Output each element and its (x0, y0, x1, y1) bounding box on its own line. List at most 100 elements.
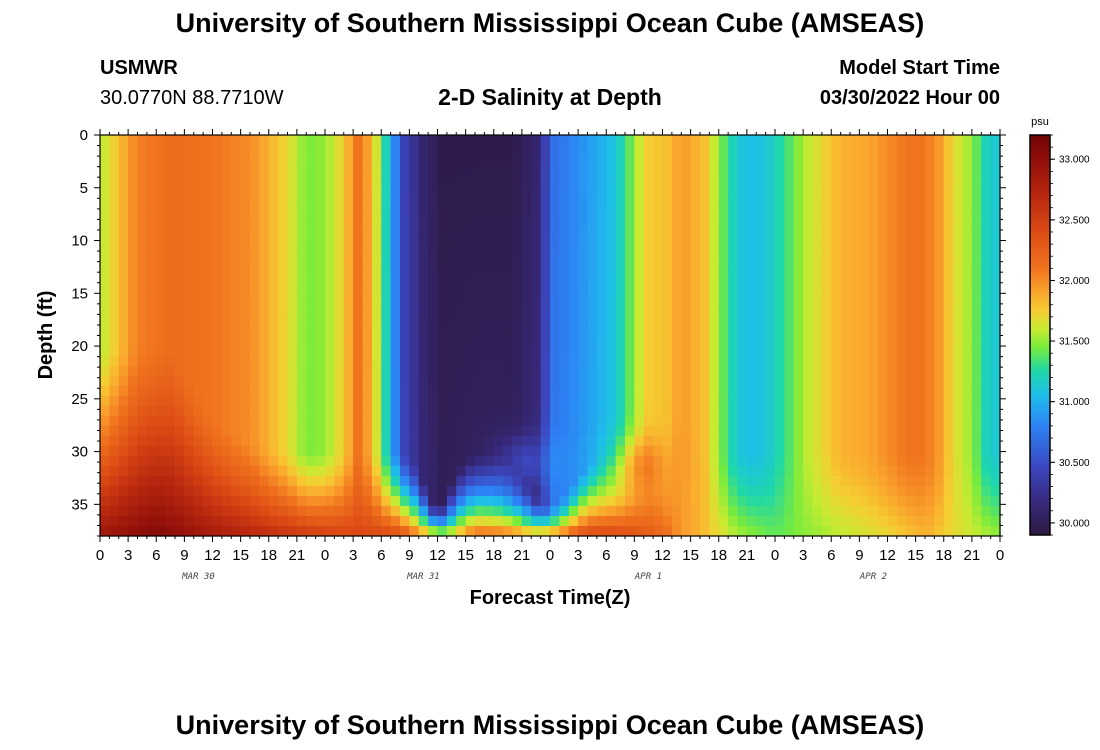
heatmap-cell (456, 425, 467, 437)
heatmap-cell (353, 385, 364, 397)
x-tick-label: 18 (935, 547, 952, 564)
heatmap-cell (465, 295, 476, 307)
heatmap-cell (343, 405, 354, 417)
heatmap-cell (634, 235, 645, 246)
heatmap-cell (306, 345, 317, 357)
heatmap-cell (850, 375, 860, 387)
heatmap-cell (259, 405, 270, 417)
heatmap-cell (840, 205, 851, 216)
heatmap-cell (746, 185, 757, 196)
heatmap-cell (446, 225, 457, 236)
heatmap-cell (296, 445, 307, 457)
colorbar-tick-label: 32.000 (1059, 276, 1090, 287)
heatmap-cell (709, 225, 720, 236)
heatmap-cell (278, 195, 289, 206)
heatmap-cell (887, 495, 898, 507)
heatmap-cell (953, 395, 964, 407)
heatmap-cell (315, 225, 326, 236)
heatmap-cell (934, 225, 945, 236)
heatmap-cell (296, 175, 307, 186)
heatmap-cell (484, 435, 495, 447)
heatmap-cell (962, 305, 973, 317)
heatmap-cell (859, 375, 870, 387)
heatmap-cell (353, 365, 364, 377)
heatmap-cell (728, 525, 739, 537)
heatmap-cell (915, 145, 926, 156)
heatmap-cell (118, 505, 129, 517)
heatmap-cell (175, 265, 185, 276)
heatmap-cell (175, 485, 185, 497)
heatmap-cell (643, 205, 654, 216)
heatmap-cell (718, 515, 729, 527)
heatmap-cell (746, 485, 757, 497)
heatmap-cell (831, 195, 842, 206)
heatmap-cell (428, 255, 439, 266)
heatmap-cell (812, 395, 823, 407)
heatmap-cell (353, 205, 364, 216)
heatmap-cell (728, 485, 739, 497)
heatmap-cell (437, 505, 448, 517)
heatmap-cell (184, 135, 195, 146)
heatmap-cell (437, 255, 448, 266)
heatmap-cell (587, 145, 598, 156)
heatmap-cell (512, 285, 523, 296)
heatmap-cell (962, 255, 973, 266)
heatmap-cell (493, 255, 504, 266)
heatmap-cell (175, 305, 185, 317)
heatmap-cell (390, 355, 401, 367)
heatmap-cell (925, 205, 935, 216)
heatmap-cell (896, 305, 907, 317)
heatmap-cell (709, 295, 720, 307)
heatmap-cell (503, 485, 514, 497)
heatmap-cell (109, 265, 120, 276)
heatmap-cell (278, 425, 289, 437)
heatmap-cell (456, 245, 467, 256)
heatmap-cell (446, 365, 457, 377)
heatmap-cell (850, 145, 860, 156)
heatmap-cell (428, 435, 439, 447)
heatmap-cell (765, 185, 776, 196)
heatmap-cell (212, 515, 223, 527)
heatmap-cell (906, 435, 917, 447)
heatmap-cell (371, 385, 382, 397)
heatmap-cell (596, 295, 607, 307)
heatmap-cell (840, 445, 851, 457)
heatmap-cell (146, 285, 157, 296)
heatmap-cell (203, 365, 214, 377)
heatmap-cell (681, 435, 692, 447)
heatmap-cell (887, 435, 898, 447)
heatmap-cell (493, 445, 504, 457)
heatmap-cell (268, 315, 279, 327)
heatmap-cell (456, 205, 467, 216)
heatmap-cell (887, 195, 898, 206)
heatmap-cell (784, 285, 795, 296)
heatmap-cell (981, 315, 992, 327)
heatmap-cell (146, 375, 157, 387)
heatmap-cell (212, 395, 223, 407)
heatmap-cell (681, 495, 692, 507)
heatmap-cell (953, 155, 964, 166)
heatmap-cell (728, 345, 739, 357)
heatmap-cell (128, 175, 139, 186)
heatmap-cell (165, 475, 176, 487)
heatmap-cell (193, 505, 204, 517)
heatmap-cell (137, 335, 148, 347)
heatmap-cell (840, 265, 851, 276)
heatmap-cell (446, 495, 457, 507)
heatmap-cell (653, 325, 664, 337)
heatmap-cell (681, 455, 692, 467)
heatmap-cell (418, 215, 429, 226)
heatmap-cell (540, 465, 551, 477)
heatmap-cell (231, 355, 242, 367)
heatmap-cell (334, 215, 345, 226)
heatmap-cell (400, 375, 410, 387)
heatmap-cell (700, 275, 710, 286)
heatmap-cell (700, 505, 710, 517)
heatmap-cell (934, 205, 945, 216)
heatmap-cell (221, 285, 232, 296)
heatmap-cell (418, 505, 429, 517)
heatmap-cell (250, 355, 260, 367)
heatmap-cell (943, 255, 954, 266)
heatmap-cell (906, 525, 917, 537)
heatmap-cell (765, 215, 776, 226)
